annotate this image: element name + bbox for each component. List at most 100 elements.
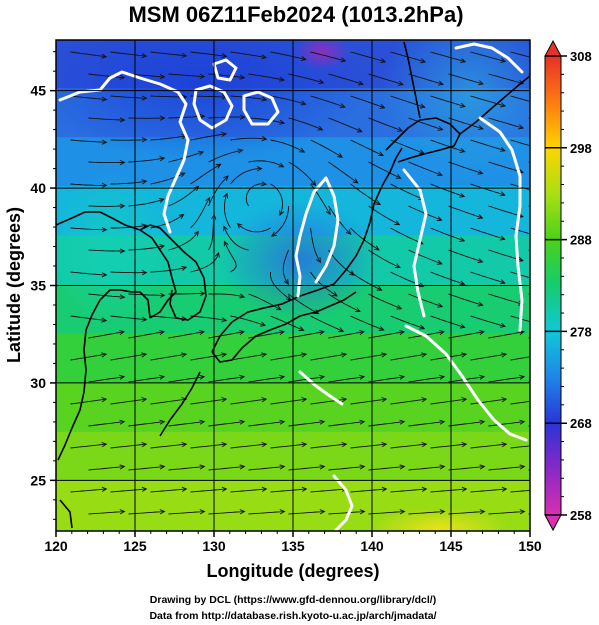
contour-far-east (478, 116, 524, 332)
streamline-arrow (260, 321, 267, 327)
streamline-arrow (436, 171, 443, 177)
streamline-arrow (261, 397, 268, 403)
streamline (488, 205, 524, 218)
streamline (223, 226, 249, 251)
streamline (470, 443, 507, 449)
streamline (350, 315, 384, 331)
streamline-arrow (310, 180, 317, 187)
streamline-arrow (223, 240, 229, 247)
streamline-arrow (221, 317, 228, 323)
streamline-arrow (500, 57, 507, 63)
streamline-arrow (517, 256, 524, 262)
streamline (270, 488, 307, 493)
streamline-arrow (261, 136, 268, 142)
streamline-arrow (119, 248, 126, 254)
streamline-arrow (341, 352, 348, 358)
streamline (168, 186, 199, 207)
streamline (150, 488, 187, 493)
streamline (430, 183, 465, 198)
streamline (328, 293, 361, 312)
streamline-arrow (119, 203, 126, 209)
streamline (88, 421, 125, 427)
streamline (448, 376, 485, 383)
streamline (430, 51, 466, 63)
streamline (70, 353, 107, 361)
streamline-arrow (378, 326, 385, 331)
streamline (368, 421, 405, 427)
streamline-arrow (236, 222, 243, 229)
streamline-arrow (141, 316, 148, 322)
streamline-arrow (499, 191, 506, 197)
streamline (128, 331, 165, 339)
colorbar-tick-label: 258 (570, 508, 592, 523)
streamline-arrow (239, 509, 246, 515)
streamline-arrow (338, 327, 345, 332)
streamline-arrow (437, 302, 444, 308)
streamline (368, 161, 401, 179)
streamline (350, 139, 384, 157)
streamline (168, 231, 199, 251)
x-tick-label: 125 (123, 538, 147, 554)
streamline (190, 353, 227, 361)
streamline (310, 51, 346, 62)
streamline (150, 266, 187, 273)
streamline-arrow (119, 509, 126, 515)
streamline-arrow (221, 53, 228, 59)
streamline (190, 197, 211, 229)
streamline-arrow (101, 352, 108, 358)
streamline (110, 271, 147, 274)
streamline-arrow (181, 52, 188, 58)
y-tick-label: 40 (30, 180, 46, 196)
streamline (230, 95, 267, 101)
streamline (190, 163, 221, 185)
streamline-arrow (461, 397, 468, 403)
streamline (368, 293, 402, 310)
streamline-arrow (399, 329, 406, 336)
streamline-arrow (221, 486, 228, 492)
colorbar-tick-label: 288 (570, 233, 592, 248)
streamline (470, 271, 505, 284)
streamline-arrow (337, 152, 344, 158)
streamline-arrow (256, 166, 263, 172)
streamline-arrow (518, 124, 525, 130)
streamline-arrow (301, 397, 308, 403)
streamline-arrow (101, 486, 108, 492)
streamline-arrow (479, 464, 486, 470)
streamline-arrow (223, 192, 229, 199)
streamline-arrow (479, 374, 486, 380)
x-tick-label: 135 (281, 538, 305, 554)
streamline (168, 421, 205, 427)
streamline-arrow (396, 304, 403, 310)
streamline (390, 227, 424, 245)
streamline-arrow (459, 102, 466, 108)
streamline-arrow (478, 80, 485, 86)
contour-lines (58, 42, 528, 531)
colorbar-tick-label: 278 (570, 324, 592, 339)
colorbar-extend-max (544, 39, 562, 57)
streamline-arrow (158, 198, 165, 203)
streamline (70, 443, 107, 449)
streamline-arrow (380, 58, 387, 64)
streamline-arrow (159, 374, 166, 380)
streamline-arrow (261, 181, 268, 187)
streamline-arrow (199, 464, 206, 470)
streamline-arrow (419, 103, 426, 109)
streamline-arrow (301, 441, 308, 448)
streamline-arrow (421, 397, 428, 403)
streamline-arrow (540, 191, 545, 195)
streamline-arrow (319, 419, 326, 425)
streamline (510, 51, 530, 58)
streamline-arrow (261, 441, 268, 448)
streamline (88, 117, 125, 121)
warm-spot-southeast (370, 508, 510, 531)
streamline-arrow (101, 96, 108, 102)
streamline-arrow (352, 178, 359, 184)
streamline (448, 421, 485, 427)
streamline-arrow (376, 285, 383, 291)
streamline-arrow (215, 163, 222, 169)
streamline-arrow (261, 96, 268, 102)
streamline (488, 117, 524, 129)
cold-region-north (56, 40, 370, 160)
streamline (350, 353, 387, 361)
